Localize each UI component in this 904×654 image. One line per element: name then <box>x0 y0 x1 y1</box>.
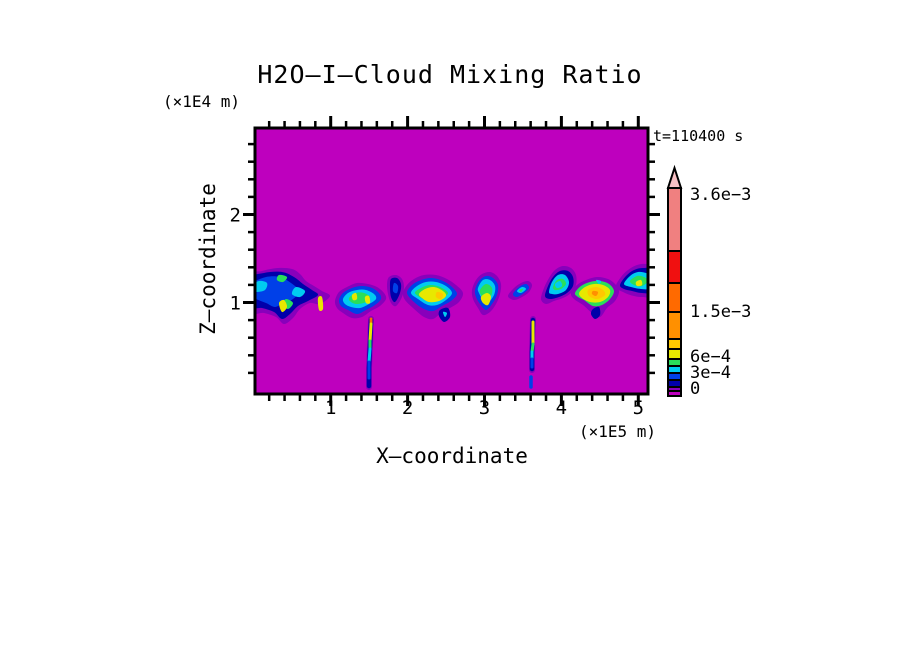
cloud-9-layer <box>635 279 643 287</box>
time-label: t=110400 s <box>653 127 743 145</box>
cloud-8 <box>570 276 620 320</box>
cloud-9 <box>615 263 648 298</box>
cloud-2 <box>334 282 387 319</box>
colorbar-label-4: 0 <box>690 379 700 399</box>
cloud-6-layer <box>518 288 524 293</box>
x-tick-label-1: 1 <box>325 397 336 419</box>
cloud-4 <box>402 274 464 323</box>
figure-title: H2O—I—Cloud Mixing Ratio <box>257 60 642 89</box>
colorbar-segment-4 <box>667 365 682 374</box>
colorbar-label-0: 3.6e−3 <box>690 185 751 205</box>
cloud-1-layer <box>291 286 306 298</box>
fall-streak-1 <box>366 316 374 390</box>
cloud-7-layer <box>554 280 563 289</box>
fall-streak-layer <box>366 316 536 390</box>
cloud-4-layer <box>435 291 444 300</box>
cloud-2-layer <box>351 292 358 301</box>
z-tick-label-1: 1 <box>230 293 241 315</box>
cloud-2-layer <box>364 295 371 304</box>
colorbar-segment-5 <box>667 358 682 367</box>
fall-streak-1-segment <box>368 322 373 343</box>
colorbar-segment-8 <box>667 311 682 340</box>
colorbar-label-2: 6e−4 <box>690 347 731 367</box>
colorbar-segment-3 <box>667 372 682 381</box>
colorbar-segment-2 <box>667 379 682 388</box>
cloud-4-layer <box>442 311 448 318</box>
cloud-6 <box>508 280 533 301</box>
colorbar-label-1: 1.5e−3 <box>690 302 751 322</box>
fall-streak-2 <box>529 316 536 389</box>
z-tick-label-2: 2 <box>230 205 241 227</box>
colorbar-label-3: 3e−4 <box>690 363 731 383</box>
x-tick-label-5: 5 <box>633 397 644 419</box>
plot-frame <box>253 126 650 396</box>
y-unit-label: (×1E4 m) <box>163 92 240 111</box>
cloud-3-layer <box>392 282 399 294</box>
cloud-8-layer <box>595 279 602 285</box>
colorbar-segment-7 <box>667 338 682 350</box>
cloud-1 <box>255 267 331 325</box>
x-unit-label: (×1E5 m) <box>579 422 656 441</box>
cloud-1-layer <box>255 280 268 293</box>
cloud-contour-layer <box>255 263 648 325</box>
cloud-1-layer <box>278 299 288 313</box>
plot-frame-layer <box>253 126 650 396</box>
cloud-1-layer <box>317 295 324 312</box>
cloud-3 <box>386 274 404 307</box>
cloud-8-layer <box>590 306 601 320</box>
x-tick-label-4: 4 <box>556 397 567 419</box>
fall-streak-1-segment <box>367 347 372 364</box>
field-background <box>255 128 648 394</box>
colorbar-segment-9 <box>667 282 682 313</box>
cloud-5-layer <box>480 293 492 306</box>
x-tick-label-3: 3 <box>479 397 490 419</box>
plot-background-layer <box>255 128 648 394</box>
colorbar-segment-6 <box>667 348 682 360</box>
x-tick-label-2: 2 <box>402 397 413 419</box>
cloud-7 <box>540 265 577 305</box>
axis-tick-labels: 1 2 3 4 5 1 2 <box>230 205 644 420</box>
cloud-5 <box>471 271 502 316</box>
x-axis-title: X—coordinate <box>376 444 528 468</box>
cloud-1-layer <box>276 274 288 283</box>
cloud-8-layer <box>591 290 599 297</box>
colorbar-overflow-arrow <box>666 164 683 189</box>
colorbar-segment-11 <box>667 187 682 252</box>
y-axis-title: Z—coordinate <box>196 183 220 335</box>
colorbar: 3.6e−3 1.5e−3 6e−43e−40 <box>666 164 751 399</box>
axis-tick-layer <box>243 116 660 406</box>
colorbar-segment-10 <box>667 250 682 284</box>
